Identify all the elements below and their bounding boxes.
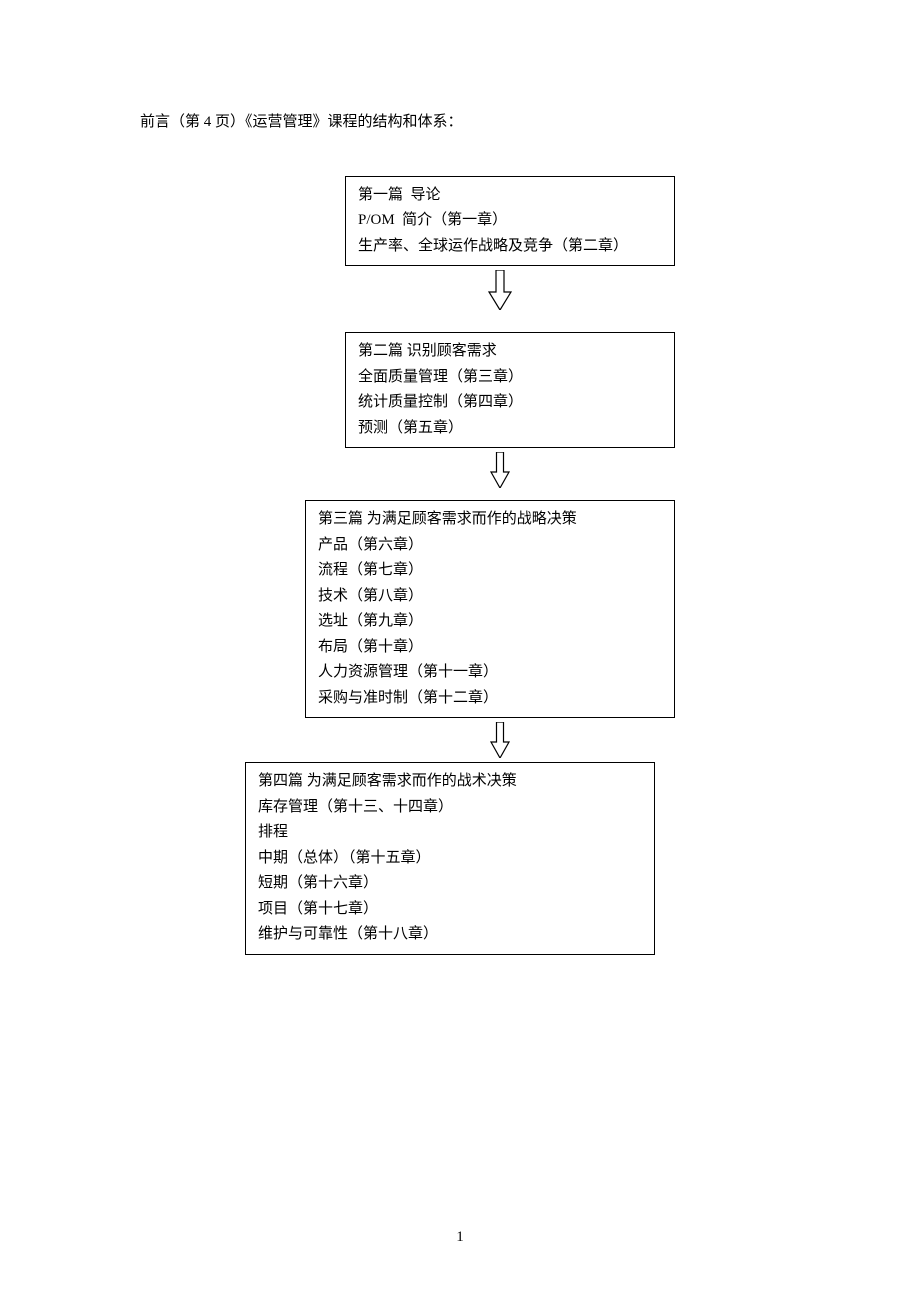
node-line: 选址（第九章） <box>318 609 662 635</box>
arrow-down-icon <box>489 452 511 488</box>
flowchart-node-4: 第四篇 为满足顾客需求而作的战术决策 库存管理（第十三、十四章） 排程 中期（总… <box>245 762 655 955</box>
node-line: 中期（总体）（第十五章） <box>258 846 642 872</box>
node-line: P/OM 简介（第一章） <box>358 208 662 234</box>
flowchart-node-3: 第三篇 为满足顾客需求而作的战略决策 产品（第六章） 流程（第七章） 技术（第八… <box>305 500 675 718</box>
node-line: 采购与准时制（第十二章） <box>318 686 662 712</box>
node-line: 库存管理（第十三、十四章） <box>258 795 642 821</box>
node-line: 第三篇 为满足顾客需求而作的战略决策 <box>318 507 662 533</box>
node-line: 生产率、全球运作战略及竞争（第二章） <box>358 234 662 260</box>
node-line: 统计质量控制（第四章） <box>358 390 662 416</box>
page-title: 前言（第 4 页）《运营管理》课程的结构和体系： <box>140 110 860 136</box>
flowchart: 第一篇 导论 P/OM 简介（第一章） 生产率、全球运作战略及竞争（第二章） 第… <box>140 176 860 955</box>
node-line: 流程（第七章） <box>318 558 662 584</box>
node-line: 项目（第十七章） <box>258 897 642 923</box>
node-line: 短期（第十六章） <box>258 871 642 897</box>
page: 前言（第 4 页）《运营管理》课程的结构和体系： 第一篇 导论 P/OM 简介（… <box>0 0 920 995</box>
node-line: 布局（第十章） <box>318 635 662 661</box>
node-line: 预测（第五章） <box>358 416 662 442</box>
node-line: 产品（第六章） <box>318 533 662 559</box>
flowchart-node-1: 第一篇 导论 P/OM 简介（第一章） 生产率、全球运作战略及竞争（第二章） <box>345 176 675 267</box>
arrow-down-icon <box>487 270 513 310</box>
flowchart-node-2: 第二篇 识别顾客需求 全面质量管理（第三章） 统计质量控制（第四章） 预测（第五… <box>345 332 675 448</box>
page-number: 1 <box>0 1225 920 1251</box>
node-line: 第一篇 导论 <box>358 183 662 209</box>
node-line: 维护与可靠性（第十八章） <box>258 922 642 948</box>
node-line: 第四篇 为满足顾客需求而作的战术决策 <box>258 769 642 795</box>
arrow-down-icon <box>489 722 511 758</box>
node-line: 排程 <box>258 820 642 846</box>
node-line: 人力资源管理（第十一章） <box>318 660 662 686</box>
node-line: 第二篇 识别顾客需求 <box>358 339 662 365</box>
node-line: 全面质量管理（第三章） <box>358 365 662 391</box>
node-line: 技术（第八章） <box>318 584 662 610</box>
